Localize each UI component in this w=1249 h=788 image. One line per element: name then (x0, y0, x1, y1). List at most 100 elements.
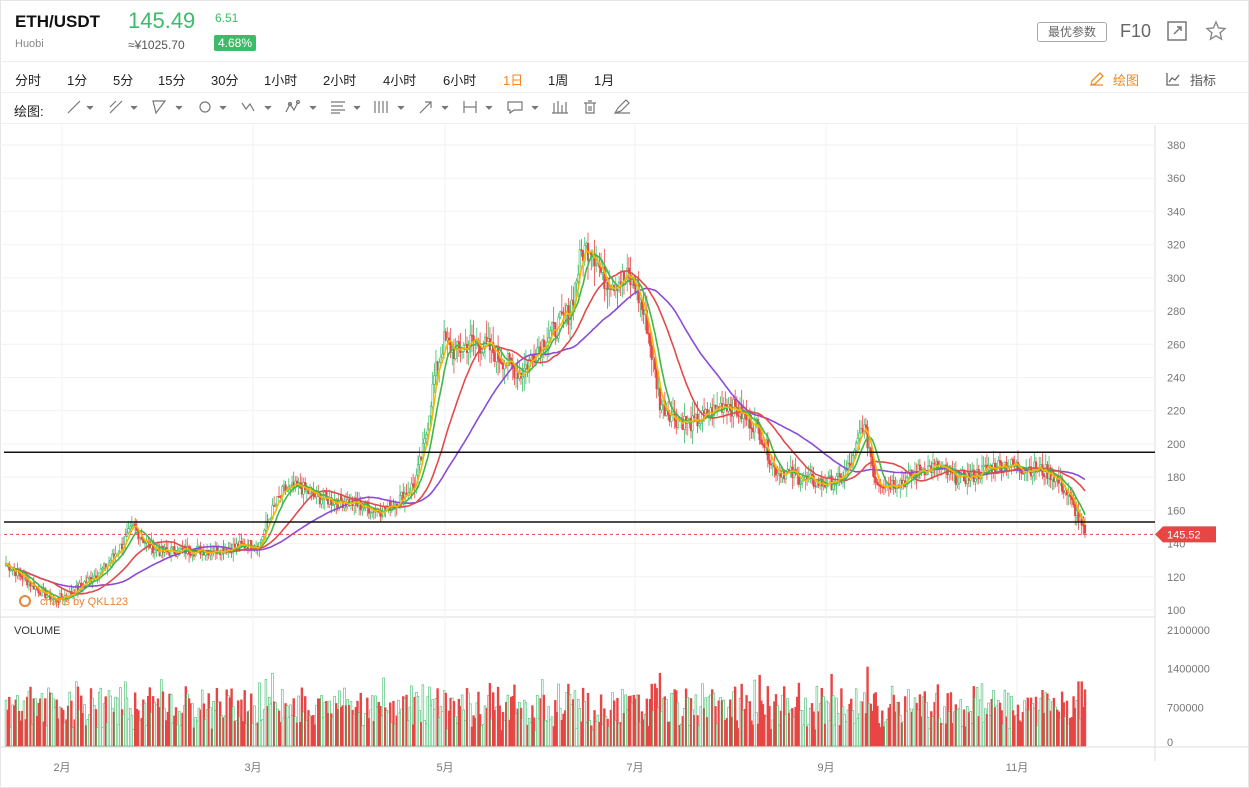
pattern-tool-icon[interactable] (285, 99, 317, 113)
candle-body (498, 358, 501, 363)
candlesticks (4, 232, 1087, 609)
candle-body (99, 568, 102, 574)
star-icon[interactable] (1205, 20, 1227, 42)
tab-5m[interactable]: 5分 (113, 73, 134, 88)
candle-body (768, 459, 771, 465)
candle-body (760, 439, 763, 445)
brush-icon[interactable] (613, 99, 630, 115)
indicator-button[interactable]: 指标 (1190, 73, 1217, 88)
price-chart[interactable]: 3803603403203002802602402202001801601401… (0, 125, 1249, 788)
tab-6h[interactable]: 6小时 (443, 73, 477, 88)
moving-averages (5, 248, 1086, 601)
candle-body (832, 484, 835, 490)
candle-body (925, 473, 928, 476)
tab-4h[interactable]: 4小时 (383, 73, 417, 88)
horizontal-levels[interactable] (4, 451, 1155, 523)
ticker-header: ETH/USDT Huobi 145.49 ≈¥1025.70 6.51 4.6… (0, 0, 1249, 62)
tab-1d[interactable]: 1日 (503, 73, 524, 88)
volume-tick-label: 0 (1167, 737, 1173, 749)
price-tick-label: 220 (1167, 406, 1185, 418)
bar-tool-icon[interactable] (552, 101, 568, 114)
volume-bar (524, 702, 528, 747)
volume-bar (371, 695, 374, 747)
volume-bar (498, 705, 501, 747)
tab-1h[interactable]: 1小时 (264, 73, 298, 88)
tab-1mo[interactable]: 1月 (594, 73, 615, 88)
candle-body (603, 266, 606, 289)
candle-body (637, 284, 640, 304)
candle-body (858, 432, 861, 439)
tab-timeshare[interactable]: 分时 (15, 73, 42, 88)
candle-body (320, 499, 323, 505)
tab-15m[interactable]: 15分 (158, 73, 186, 88)
price-tick-label: 340 (1167, 206, 1185, 218)
line-tool-icon[interactable] (67, 100, 94, 114)
volume-bar (143, 702, 147, 747)
ma30-line (5, 269, 1086, 595)
triangle-tool-icon[interactable] (152, 100, 183, 115)
last-price: 145.49 (128, 8, 196, 33)
candle-body (130, 524, 133, 528)
volume-bar (488, 683, 492, 747)
price-cny: ≈¥1025.70 (128, 38, 185, 52)
volume-bar (645, 698, 649, 747)
candle-body (698, 423, 701, 427)
best-params-button[interactable]: 最优参数 (1037, 22, 1107, 42)
candle-body (853, 450, 856, 456)
last-price-value: 145.52 (1167, 529, 1201, 541)
grid-tool-icon[interactable] (374, 101, 405, 113)
volume-bar (573, 690, 577, 747)
wave-tool-icon[interactable] (241, 102, 272, 112)
volume-bar (637, 694, 640, 747)
candle-body (143, 542, 147, 545)
price-tick-label: 200 (1167, 439, 1185, 451)
volume-bar (1083, 689, 1087, 747)
draw-toggle-button[interactable]: 绘图 (1113, 73, 1140, 88)
fullscreen-icon[interactable] (1166, 20, 1188, 42)
candle-body (433, 375, 436, 385)
candle-body (204, 552, 207, 556)
candle-body (45, 595, 48, 598)
arrow-tool-icon[interactable] (419, 101, 449, 114)
tab-1w[interactable]: 1周 (548, 73, 569, 88)
volume-bar (70, 700, 73, 747)
range-tool-icon[interactable] (463, 101, 493, 113)
volume-tick-label: 700000 (1167, 702, 1204, 714)
tab-1m[interactable]: 1分 (67, 73, 88, 88)
volume-bar (297, 695, 300, 747)
chart-grid (0, 125, 1249, 761)
candle-body (856, 437, 859, 444)
circle-tool-icon[interactable] (199, 101, 227, 113)
indicator-icon (1166, 73, 1180, 86)
candle-body (259, 539, 263, 543)
volume-bar (1034, 696, 1038, 747)
candle-body (322, 498, 325, 501)
candle-body (649, 333, 652, 346)
comment-tool-icon[interactable] (507, 101, 539, 115)
candle-body (958, 474, 961, 484)
candle-body (380, 515, 384, 518)
candle-body (825, 485, 828, 488)
volume-axis: 2100000 1400000 700000 0 (1167, 625, 1210, 749)
candle-body (650, 345, 653, 360)
timeframe-tabs: 分时 1分 5分 15分 30分 1小时 2小时 4小时 6小时 1日 1周 1… (0, 63, 1249, 93)
f10-button[interactable]: F10 (1120, 21, 1152, 41)
price-tick-label: 280 (1167, 306, 1185, 318)
volume-bar (733, 686, 737, 747)
candle-body (998, 460, 1002, 463)
volume-bar (586, 692, 590, 747)
candle-body (734, 399, 737, 408)
pencil-tool-icon[interactable] (109, 100, 138, 114)
volume-bar (980, 683, 984, 747)
pair-title: ETH/USDT (15, 12, 100, 31)
watermark: charts by QKL123 (19, 595, 128, 608)
candle-body (560, 311, 563, 314)
volume-bar (410, 685, 413, 747)
candle-body (1023, 472, 1026, 474)
tab-30m[interactable]: 30分 (211, 73, 239, 88)
tab-2h[interactable]: 2小时 (323, 73, 357, 88)
volume-bar (258, 682, 261, 747)
fib-tool-icon[interactable] (331, 101, 361, 114)
candle-body (439, 356, 442, 363)
trash-icon[interactable] (584, 100, 596, 114)
